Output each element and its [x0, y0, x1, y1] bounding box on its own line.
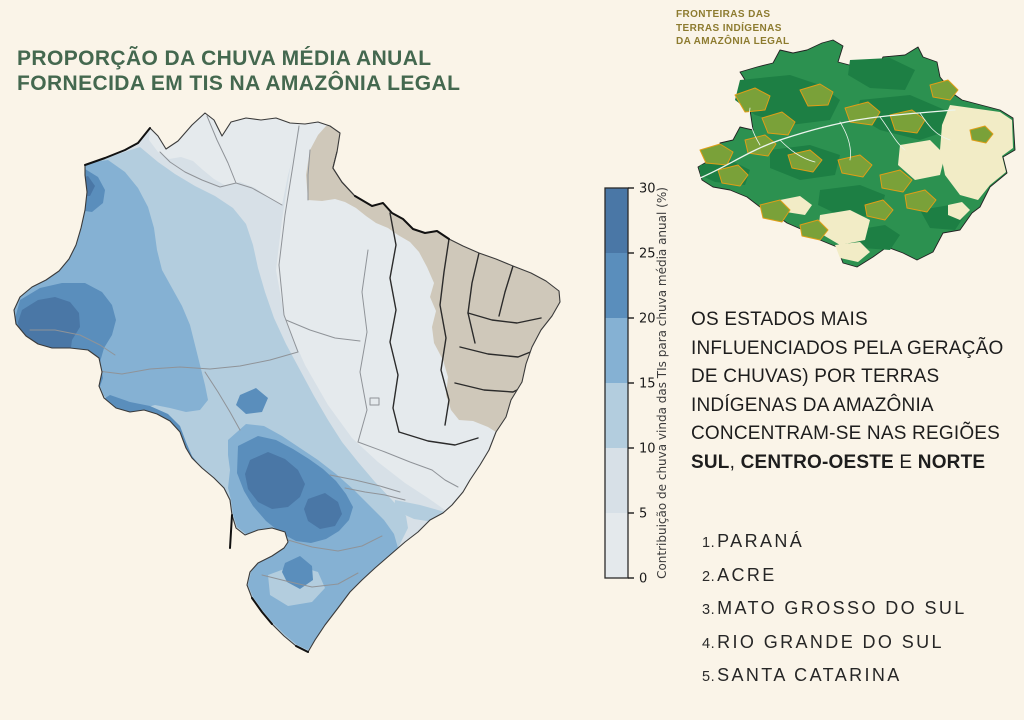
page-title-line-2: FORNECIDA EM TIS NA AMAZÔNIA LEGAL — [17, 72, 461, 95]
border-accents — [84, 127, 450, 653]
band-15-20-west — [14, 160, 208, 412]
state-borders-light — [29, 115, 459, 588]
page-title-line-1: PROPORÇÃO DA CHUVA MÉDIA ANUAL — [17, 47, 432, 70]
inset-map-label-line-1: FRONTEIRAS DAS — [676, 9, 771, 20]
band-20-25-mt-diamond — [236, 388, 268, 414]
colorbar-tick-label: 0 — [639, 572, 647, 587]
amazon-rivers — [699, 107, 956, 179]
ranking-item: 5. SANTA CATARINA — [702, 665, 902, 685]
inset-map-label-line-2: TERRAS INDÍGENAS — [676, 22, 782, 34]
inset-map-label: FRONTEIRAS DAS TERRAS INDÍGENAS DA AMAZÔ… — [676, 8, 836, 49]
band-20-25-rs-diamond — [282, 556, 313, 589]
colorbar: 0 5 10 15 20 25 30 Contribuição de chuva vinda … — [604, 182, 669, 587]
ranking-item: 1. PARANÁ — [702, 531, 805, 551]
band-10-15-rio-coast — [394, 500, 445, 523]
state-borders-dark — [332, 151, 544, 446]
brazil-outline — [13, 112, 561, 653]
colorbar-tick-label: 25 — [639, 247, 656, 262]
colorbar-band-15-20 — [605, 318, 628, 383]
colorbar-tick-label: 5 — [639, 507, 647, 522]
page-title: PROPORÇÃO DA CHUVA MÉDIA ANUAL FORNECIDA… — [17, 46, 497, 96]
colorbar-tick-label: 10 — [639, 442, 656, 457]
indigenous-territories — [699, 79, 994, 241]
colorbar-band-25-30 — [605, 188, 628, 253]
colorbar-tick-label: 30 — [639, 182, 656, 197]
states-ranking-list: 1. PARANÁ 2. ACRE 3. MATO GROSSO DO SUL 4. RIO … — [702, 531, 967, 699]
ranking-item: 3. MATO GROSSO DO SUL — [702, 598, 967, 618]
highlight-text: OS ESTADOS MAIS INFLUENCIADOS PELA GERAÇÃ… — [691, 309, 1004, 473]
inset-map-label-line-3: DA AMAZÔNIA LEGAL — [676, 36, 790, 47]
colorbar-band-5-10 — [605, 448, 628, 513]
band-25-30-ms — [245, 452, 305, 509]
deforested-cream-patches — [780, 105, 1013, 262]
colorbar-band-10-15 — [605, 383, 628, 448]
band-25-30-pr — [304, 493, 342, 529]
band-25-30-acre — [18, 297, 80, 380]
colorbar-band-0-5 — [605, 513, 628, 578]
colorbar-tick-label: 20 — [639, 312, 656, 327]
colorbar-band-20-25 — [605, 253, 628, 318]
colorbar-axis-title: Contribuição de chuva vinda das TIs para… — [655, 187, 669, 579]
band-0-5-roraima — [149, 113, 299, 205]
colorbar-tick-label: 15 — [639, 377, 656, 392]
ranking-item: 2. ACRE — [702, 564, 777, 585]
ranking-item: 4. RIO GRANDE DO SUL — [702, 631, 944, 652]
amazonia-inset-map — [697, 39, 1016, 268]
brazil-rainfall-map: 0 5 10 15 20 25 30 Contribuição de chuva vinda … — [13, 112, 669, 653]
